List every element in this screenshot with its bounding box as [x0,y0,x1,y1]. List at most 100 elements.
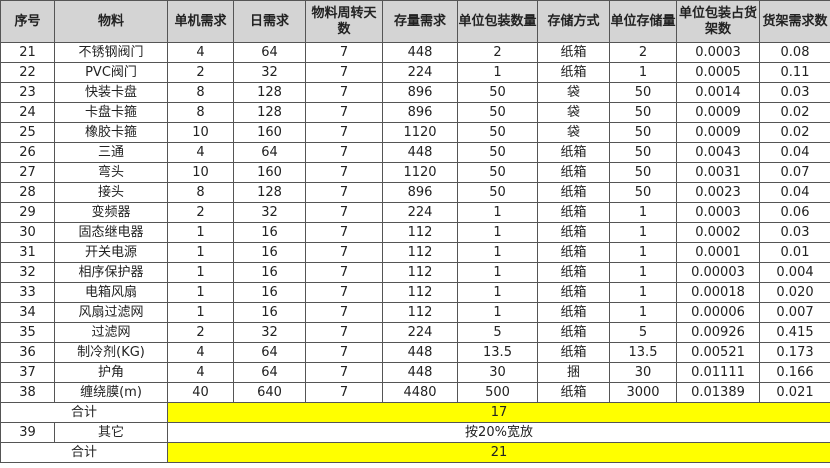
table-cell: 4 [167,342,234,363]
table-cell: 64 [233,42,306,63]
table-cell: 2 [457,42,538,63]
table-row: 32 相序保护器 1 16 7 112 1 纸箱 1 0.00003 0.004 [0,262,830,283]
table-cell: 1 [457,242,538,263]
table-cell: 0.01111 [676,362,760,383]
column-header: 单位包装数量 [457,0,538,43]
table-row: 31 开关电源 1 16 7 112 1 纸箱 1 0.0001 0.01 [0,242,830,263]
table-cell: 0.020 [759,282,830,303]
subtotal-value: 17 [167,402,830,423]
table-cell: 0.00521 [676,342,760,363]
table-cell: 1 [457,302,538,323]
table-cell: 4 [167,142,234,163]
table-row: 29 变频器 2 32 7 224 1 纸箱 1 0.0003 0.06 [0,202,830,223]
table-row: 27 弯头 10 160 7 1120 50 纸箱 50 0.0031 0.07 [0,162,830,183]
table-cell: 33 [0,282,55,303]
table-cell: 50 [609,162,677,183]
table-cell: 0.0009 [676,102,760,123]
column-header: 序号 [0,0,55,43]
table-cell: 50 [457,122,538,143]
table-cell: 8 [167,82,234,103]
table-cell: 1 [457,62,538,83]
table-cell: 7 [305,322,383,343]
table-cell: 36 [0,342,55,363]
table-row: 33 电箱风扇 1 16 7 112 1 纸箱 1 0.00018 0.020 [0,282,830,303]
table-cell: 不锈钢阀门 [54,42,168,63]
table-cell: 34 [0,302,55,323]
table-cell: 50 [457,142,538,163]
table-cell: 0.02 [759,122,830,143]
table-cell: 23 [0,82,55,103]
table-cell: 0.0009 [676,122,760,143]
table-cell: 1 [609,222,677,243]
table-cell: 224 [382,322,458,343]
table-cell: 三通 [54,142,168,163]
table-cell: 112 [382,222,458,243]
table-cell: 制冷剂(KG) [54,342,168,363]
table-cell: 相序保护器 [54,262,168,283]
table-cell: 0.0001 [676,242,760,263]
table-cell: 128 [233,182,306,203]
table-cell: 37 [0,362,55,383]
table-row: 25 橡胶卡箍 10 160 7 1120 50 袋 50 0.0009 0.02 [0,122,830,143]
table-cell: 0.0003 [676,42,760,63]
table-cell: 纸箱 [537,42,610,63]
table-cell: 纸箱 [537,242,610,263]
table-cell: 1 [457,282,538,303]
table-cell: 1 [167,262,234,283]
table-cell: 纸箱 [537,262,610,283]
table-cell: 2 [609,42,677,63]
table-cell: 7 [305,142,383,163]
table-cell: 3000 [609,382,677,403]
table-cell: 2 [167,62,234,83]
table-cell: 5 [457,322,538,343]
table-cell: 1 [167,222,234,243]
table-cell: 32 [233,202,306,223]
table-cell: 1 [167,302,234,323]
table-cell: 50 [609,102,677,123]
table-cell: 29 [0,202,55,223]
table-cell: 7 [305,242,383,263]
table-cell: 50 [457,162,538,183]
table-cell: 0.0002 [676,222,760,243]
column-header: 单位存储量 [609,0,677,43]
column-header: 货架需求数 [759,0,830,43]
column-header: 物料 [54,0,168,43]
table-cell: 112 [382,242,458,263]
table-cell: 1 [609,202,677,223]
table-cell: 0.11 [759,62,830,83]
table-cell: 112 [382,302,458,323]
table-cell: 0.007 [759,302,830,323]
table-cell: 电箱风扇 [54,282,168,303]
table-cell: 1 [457,222,538,243]
table-cell: 50 [609,82,677,103]
table-cell: 13.5 [457,342,538,363]
table-cell: 112 [382,262,458,283]
table-cell: 0.0023 [676,182,760,203]
table-cell: 24 [0,102,55,123]
table-cell: 224 [382,202,458,223]
table-cell: 纸箱 [537,382,610,403]
table-cell: 32 [233,322,306,343]
table-cell: 7 [305,302,383,323]
table-cell: 8 [167,182,234,203]
table-cell: 橡胶卡箍 [54,122,168,143]
table-cell: 缠绕膜(m) [54,382,168,403]
table-row: 21 不锈钢阀门 4 64 7 448 2 纸箱 2 0.0003 0.08 [0,42,830,63]
table-cell: 7 [305,282,383,303]
table-cell: 0.01 [759,242,830,263]
table-cell: 1 [457,202,538,223]
total-row: 合计 21 [0,442,830,463]
table-cell: 0.03 [759,222,830,243]
table-cell: 8 [167,102,234,123]
table-cell: 50 [457,82,538,103]
table-cell: 捆 [537,362,610,383]
table-cell: 0.00926 [676,322,760,343]
table-cell: 16 [233,242,306,263]
table-cell: 7 [305,202,383,223]
subtotal-row: 合计 17 [0,402,830,423]
table-cell: 袋 [537,102,610,123]
table-cell: 快装卡盘 [54,82,168,103]
table-cell: 0.0031 [676,162,760,183]
table-cell: 13.5 [609,342,677,363]
table-cell: 0.04 [759,142,830,163]
